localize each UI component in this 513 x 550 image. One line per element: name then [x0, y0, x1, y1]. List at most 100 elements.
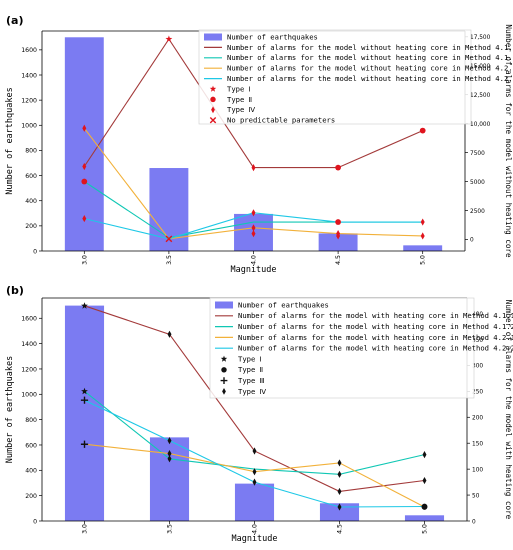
data-point-diamond	[167, 330, 172, 338]
x-tick-label: 4.0	[252, 524, 259, 534]
y-tick-label-left: 200	[25, 493, 37, 500]
legend-box	[198, 29, 472, 125]
y-tick-label-right: 350	[472, 338, 483, 344]
y-tick-label-right: 400	[472, 312, 483, 318]
y-tick-label-left: 0	[33, 518, 37, 525]
y-tick-label-right: 5000	[470, 180, 485, 186]
y-tick-label-right: 0	[472, 519, 476, 525]
bar-3.5	[149, 437, 190, 521]
data-point-diamond	[251, 164, 256, 172]
bar-5.0	[403, 245, 443, 251]
legend-marker-circle	[221, 367, 227, 373]
y-axis-label-left: Number of earthquakes	[5, 87, 15, 194]
data-point-diamond	[167, 449, 172, 458]
legend-label-series-1: Number of alarms for the model without h…	[227, 43, 513, 52]
y-tick-label-right: 2500	[470, 209, 485, 215]
y-tick-label-left: 800	[25, 148, 37, 155]
y-tick-label-left: 1600	[21, 47, 37, 54]
y-axis-label-left: Number of earthquakes	[5, 356, 15, 463]
y-tick-label-right: 15,000	[470, 64, 491, 70]
legend-box	[209, 297, 475, 399]
data-point-diamond	[420, 232, 425, 240]
y-tick-label-right: 250	[472, 390, 483, 396]
y-tick-label-left: 1400	[21, 72, 37, 79]
legend-marker-star	[209, 85, 217, 92]
data-point-diamond	[337, 470, 342, 478]
legend-label-bars: Number of earthquakes	[227, 32, 318, 41]
bar-4.5	[318, 233, 358, 251]
legend-label-marker-2: Type Ⅱ	[238, 365, 263, 374]
y-tick-label-right: 0	[470, 238, 474, 244]
data-point-diamond	[82, 162, 87, 171]
legend: Number of earthquakes Number of alarms fo…	[198, 29, 513, 125]
data-point-diamond	[251, 230, 256, 238]
data-point-diamond	[336, 232, 341, 240]
panel-label: (a)	[6, 14, 23, 27]
data-point-plus	[80, 396, 89, 404]
bar-5.0	[404, 515, 445, 521]
y-tick-label-right: 300	[472, 364, 483, 370]
data-point-diamond	[252, 447, 257, 455]
y-tick-label-left: 1200	[21, 97, 37, 104]
data-point-diamond	[337, 503, 342, 511]
y-tick-label-right: 17,500	[470, 35, 491, 41]
y-tick-label-left: 0	[33, 248, 37, 255]
legend-marker-diamond	[222, 388, 226, 395]
data-point-circle	[335, 164, 341, 171]
y-axis-label-right: Number of alarms for the model without h…	[504, 24, 513, 258]
legend-label-marker-1: Type Ⅰ	[238, 354, 262, 363]
legend-label-marker-1: Type Ⅰ	[227, 84, 251, 93]
y-axis-label-right: Number of alarms for the model with heat…	[504, 300, 513, 520]
bar-4.5	[319, 503, 360, 521]
legend-label-series-3: Number of alarms for the model with heat…	[238, 333, 513, 342]
legend-marker-plus	[220, 377, 228, 384]
data-point-diamond	[420, 218, 425, 226]
y-tick-label-left: 1600	[21, 316, 37, 323]
y-tick-label-left: 800	[25, 417, 37, 424]
data-point-diamond	[252, 478, 257, 486]
x-tick-label: 3.5	[167, 524, 174, 534]
x-axis-label: Magnitude	[230, 265, 276, 275]
legend-label-series-3: Number of alarms for the model without h…	[227, 64, 513, 73]
legend-label-series-4: Number of alarms for the model with heat…	[238, 344, 513, 353]
data-point-diamond	[82, 214, 87, 223]
data-point-x	[165, 235, 173, 243]
legend-marker-x	[209, 116, 217, 124]
data-point-star	[81, 387, 88, 395]
y-tick-label-left: 1400	[21, 341, 37, 348]
data-point-diamond	[337, 459, 342, 467]
x-tick-label: 3.0	[82, 524, 89, 534]
y-tick-label-left: 1200	[21, 366, 37, 373]
legend: Number of earthquakes Number of alarms fo…	[209, 297, 513, 399]
data-point-circle	[419, 127, 426, 134]
x-tick-label: 4.0	[251, 255, 258, 265]
y-tick-label-right: 150	[472, 442, 483, 448]
x-tick-label: 5.0	[422, 524, 429, 534]
chart-panel-a: (a) 0 200 400 600 800 1000 1200 1400 1600 0 2500 500…	[5, 14, 513, 275]
y-tick-label-left: 400	[25, 468, 37, 475]
data-point-diamond	[251, 209, 256, 217]
legend-label-series-1: Number of alarms for the model with heat…	[238, 311, 513, 320]
data-point-diamond	[251, 224, 256, 232]
y-tick-label-left: 1000	[21, 392, 37, 399]
legend-label-series-2: Number of alarms for the model without h…	[227, 53, 513, 62]
y-tick-label-left: 1000	[21, 123, 37, 130]
legend-marker-circle	[210, 96, 216, 103]
y-tick-label-left: 200	[25, 223, 37, 230]
legend-label-marker-2: Type Ⅱ	[227, 95, 252, 104]
legend-label-series-4: Number of alarms for the model without h…	[227, 74, 513, 83]
data-point-circle	[421, 504, 428, 510]
data-point-diamond	[337, 487, 342, 496]
data-point-star	[165, 35, 173, 42]
data-point-diamond	[252, 468, 257, 476]
legend-label-marker-3: Type Ⅳ	[227, 105, 256, 114]
x-axis-label: Magnitude	[231, 534, 277, 544]
y-tick-label-left: 400	[25, 198, 37, 205]
data-point-star	[81, 302, 88, 309]
data-point-diamond	[82, 124, 87, 132]
y-tick-label-right: 12,500	[470, 93, 491, 99]
data-point-diamond	[167, 455, 172, 463]
y-tick-label-right: 7500	[470, 151, 485, 157]
y-tick-label-left: 600	[25, 173, 37, 180]
